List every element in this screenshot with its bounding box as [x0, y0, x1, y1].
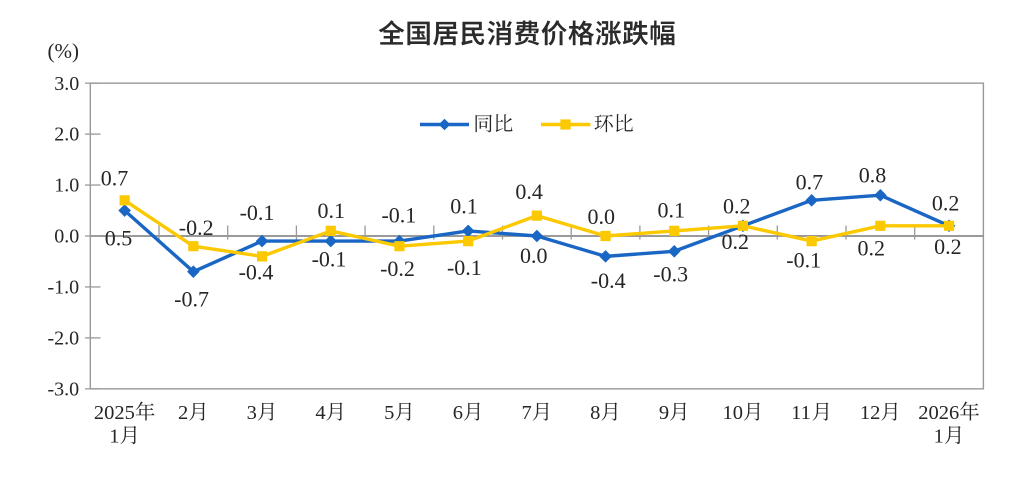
svg-text:0.1: 0.1: [450, 194, 478, 219]
svg-text:0.2: 0.2: [932, 191, 960, 216]
svg-text:7: 7: [521, 402, 531, 424]
svg-text:1.0: 1.0: [54, 175, 79, 197]
svg-text:2025: 2025: [94, 402, 135, 424]
svg-text:-0.1: -0.1: [381, 203, 416, 228]
svg-text:2.0: 2.0: [54, 124, 79, 146]
svg-text:0.7: 0.7: [796, 170, 824, 195]
svg-text:-0.1: -0.1: [447, 255, 482, 280]
svg-text:0.4: 0.4: [515, 179, 543, 204]
svg-text:0.5: 0.5: [105, 226, 133, 251]
svg-text:-0.4: -0.4: [239, 260, 274, 285]
svg-text:-3.0: -3.0: [48, 378, 80, 400]
svg-text:-0.4: -0.4: [591, 268, 626, 293]
svg-text:-1.0: -1.0: [48, 277, 80, 299]
svg-text:0.0: 0.0: [587, 204, 615, 229]
svg-text:-0.1: -0.1: [240, 200, 275, 225]
svg-text:0.8: 0.8: [859, 163, 887, 188]
svg-text:1: 1: [109, 425, 119, 447]
svg-text:8: 8: [590, 402, 600, 424]
svg-text:-0.1: -0.1: [312, 247, 347, 272]
svg-text:0.2: 0.2: [721, 229, 749, 254]
svg-text:(%): (%): [48, 39, 79, 63]
svg-text:2026: 2026: [918, 402, 959, 424]
svg-text:6: 6: [453, 402, 463, 424]
svg-text:11: 11: [791, 402, 811, 424]
svg-text:-0.2: -0.2: [179, 215, 214, 240]
svg-text:10: 10: [722, 402, 743, 424]
svg-text:0.7: 0.7: [101, 166, 129, 191]
svg-text:0.1: 0.1: [317, 198, 345, 223]
svg-text:3.0: 3.0: [54, 73, 79, 95]
svg-text:4: 4: [315, 402, 325, 424]
svg-text:-0.7: -0.7: [174, 287, 209, 312]
svg-text:1: 1: [934, 425, 944, 447]
svg-text:5: 5: [384, 402, 394, 424]
svg-text:0.2: 0.2: [723, 194, 751, 219]
svg-text:0.0: 0.0: [54, 226, 79, 248]
svg-text:-0.2: -0.2: [380, 256, 415, 281]
svg-text:0.0: 0.0: [520, 243, 548, 268]
svg-text:-0.1: -0.1: [786, 248, 821, 273]
svg-text:9: 9: [659, 402, 669, 424]
svg-text:0.2: 0.2: [934, 234, 962, 259]
svg-text:-2.0: -2.0: [48, 328, 80, 350]
svg-text:3: 3: [247, 402, 257, 424]
svg-text:2: 2: [178, 402, 188, 424]
svg-text:0.1: 0.1: [657, 198, 685, 223]
svg-text:0.2: 0.2: [857, 236, 885, 261]
svg-text:-0.3: -0.3: [653, 262, 688, 287]
svg-text:12: 12: [860, 402, 881, 424]
